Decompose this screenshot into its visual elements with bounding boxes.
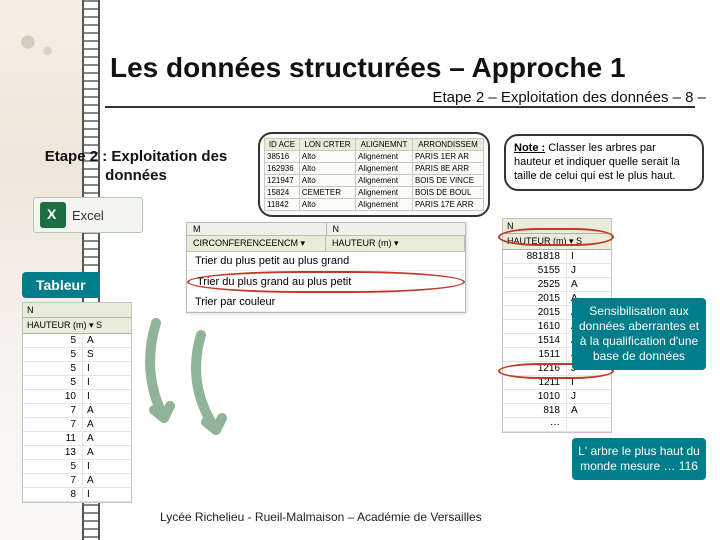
table-row: 38516AltoAlignementPARIS 1ER AR [265,151,484,163]
data-table-card: ID ACELON CRTERALIGNEMNTARRONDISSEM 3851… [258,132,490,217]
sort-col-n: N [327,223,466,235]
sort-head-right: HAUTEUR (m) ▾ [326,236,465,251]
table-row: 818A [503,404,611,418]
excel-icon [40,202,66,228]
excel-chip: Excel [33,197,143,233]
table-row: 5I [23,460,131,474]
table-row: 5I [23,376,131,390]
title-rule [105,106,695,108]
table-row: 13A [23,446,131,460]
footer-text: Lycée Richelieu - Rueil-Malmaison – Acad… [160,510,482,524]
table-row: 1010J [503,390,611,404]
table-row: 15824CEMETERAlignementBOIS DE BOUL [265,187,484,199]
table-row: 11842AltoAlignementPARIS 17E ARR [265,199,484,211]
sort-color[interactable]: Trier par couleur [187,293,465,312]
table-row: 8I [23,488,131,502]
table-row: ··· [503,418,611,432]
sort-col-m: M [187,223,327,235]
sort-asc[interactable]: Trier du plus petit au plus grand [187,252,465,271]
page-subtitle: Etape 2 – Exploitation des données – 8 – [432,89,706,106]
table-row: 5A [23,334,131,348]
page-title: Les données structurées – Approche 1 [110,52,626,84]
mini-col-header: HAUTEUR (m) ▾ S [23,318,131,334]
table-row: 7A [23,418,131,432]
sort-head-left: CIRCONFERENCEENCM ▾ [187,236,326,251]
table-row: 5I [23,362,131,376]
note-label: Note : [514,142,545,154]
table-row: 5155J [503,264,611,278]
curved-arrow-2 [186,330,246,440]
table-row: 2525A [503,278,611,292]
table-row: 121947AltoAlignementBOIS DE VINCE [265,175,484,187]
table-row: 11A [23,432,131,446]
highlight-oval-header [498,228,614,246]
table-row: 7A [23,474,131,488]
table-row: 7A [23,404,131,418]
sort-desc[interactable]: Trier du plus grand au plus petit [187,271,465,293]
step-heading: Etape 2 : Exploitation des données [26,148,246,186]
data-table: ID ACELON CRTERALIGNEMNTARRONDISSEM 3851… [264,138,484,211]
mini-column-left: N HAUTEUR (m) ▾ S 5A5S5I5I10I7A7A11A13A5… [22,302,132,503]
table-row: 162936AltoAlignementPARIS 8E ARR [265,163,484,175]
table-row: 10I [23,390,131,404]
note-box: Note : Classer les arbres par hauteur et… [504,134,704,191]
tableur-tag: Tableur [22,272,100,298]
sensibilisation-box: Sensibilisation aux données aberrantes e… [572,298,706,370]
sort-menu: M N CIRCONFERENCEENCM ▾ HAUTEUR (m) ▾ Tr… [186,222,466,313]
mini-col-letter: N [23,303,131,318]
excel-label: Excel [72,208,104,223]
fact-box: L' arbre le plus haut du monde mesure … … [572,438,706,480]
table-row: 881818I [503,250,611,264]
table-row: 5S [23,348,131,362]
